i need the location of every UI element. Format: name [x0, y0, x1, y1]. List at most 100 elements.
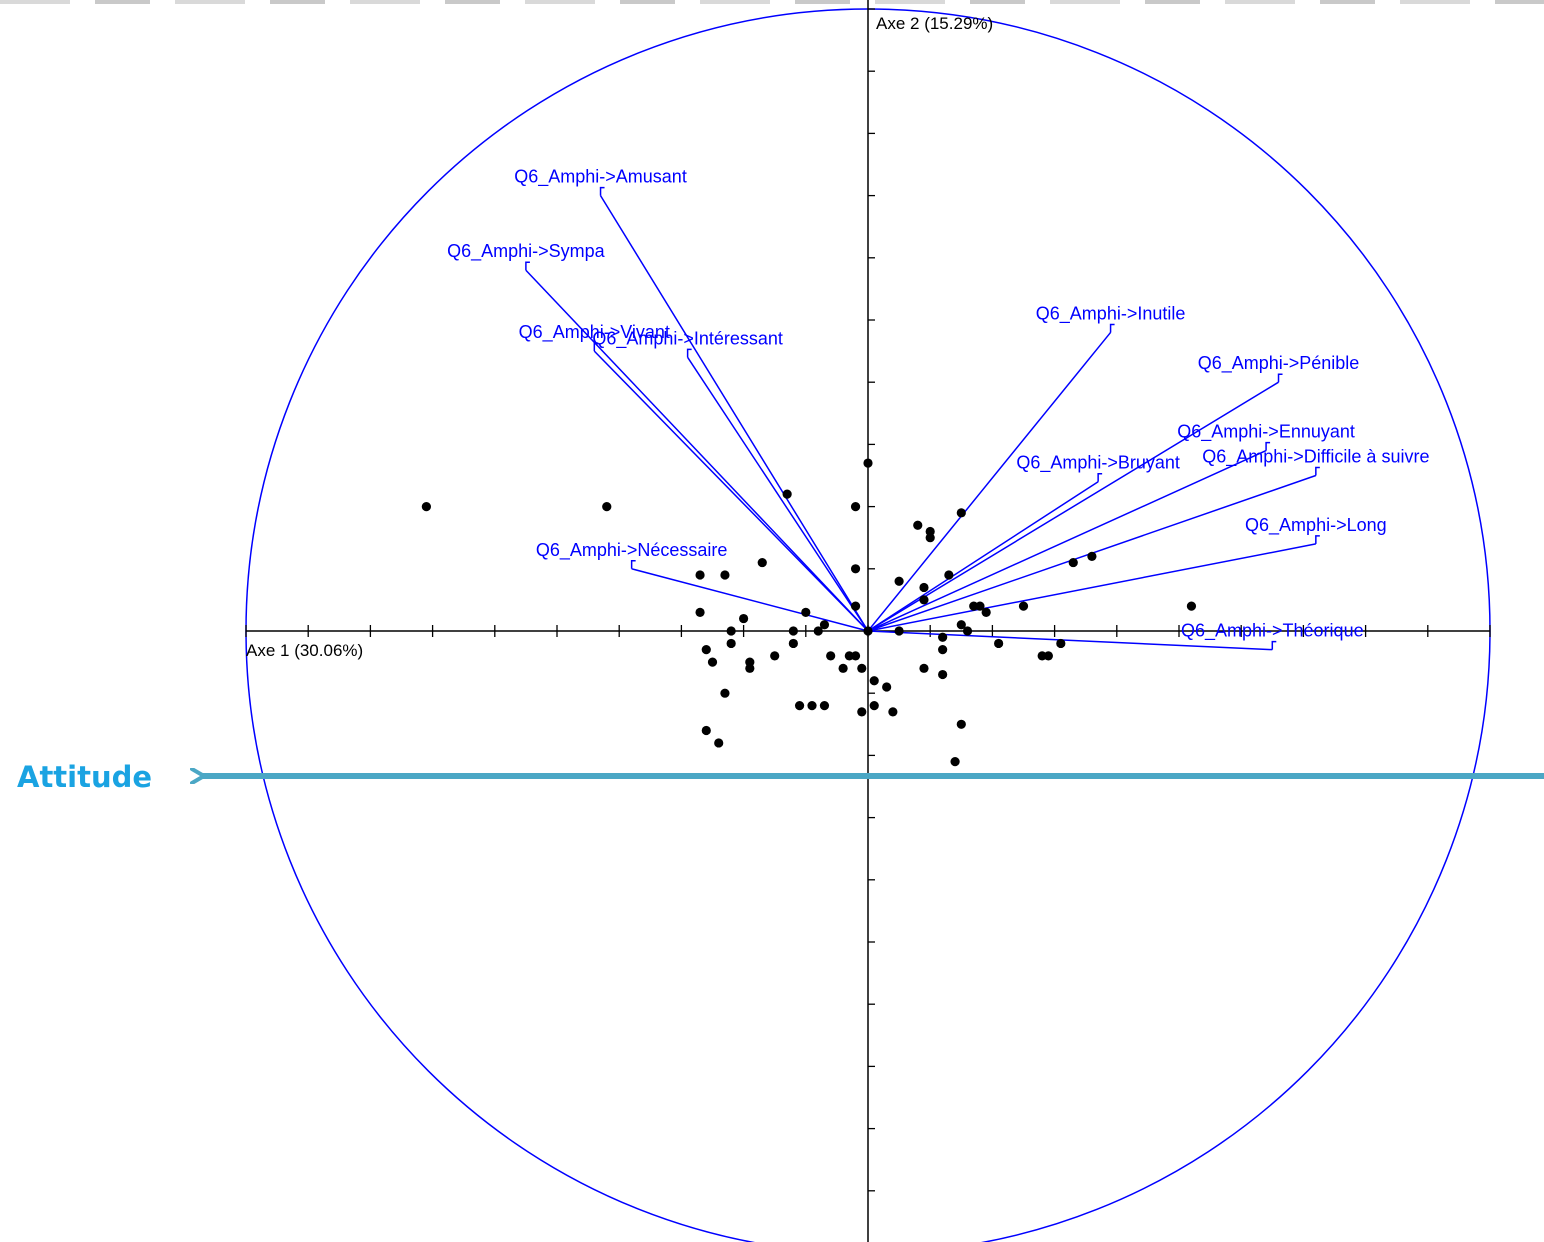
- variable-label-leader: [1109, 323, 1115, 333]
- data-point: [975, 601, 985, 611]
- data-point: [720, 688, 730, 698]
- data-point: [850, 601, 861, 611]
- variable-label-leader: [1315, 535, 1320, 544]
- data-point: [695, 570, 705, 580]
- data-point: [882, 682, 892, 692]
- variable-label-leader: [599, 186, 605, 196]
- variable-label: Q6_Amphi->Amusant: [514, 167, 687, 188]
- data-point: [925, 533, 935, 543]
- individual-points: [421, 458, 1197, 767]
- variable-label: Q6_Amphi->Long: [1245, 515, 1387, 536]
- variable-label: Q6_Amphi->Théorique: [1181, 621, 1364, 642]
- data-point: [888, 707, 898, 717]
- data-point: [701, 725, 711, 736]
- top-decoration-strip: [0, 0, 1544, 4]
- data-point: [863, 626, 873, 636]
- data-point: [938, 645, 948, 655]
- data-point: [857, 707, 867, 717]
- variable-label-leader: [686, 348, 692, 358]
- data-point: [956, 719, 966, 729]
- data-point: [950, 757, 960, 767]
- variable-label: Q6_Amphi->Inutile: [1036, 303, 1186, 324]
- data-point: [919, 595, 929, 605]
- data-point: [819, 701, 830, 711]
- variable-vector: [867, 630, 1273, 651]
- variable-label: Q6_Amphi->Difficile à suivre: [1202, 447, 1429, 468]
- variable-label: Q6_Amphi->Pénible: [1198, 353, 1360, 374]
- variable-labels: Q6_Amphi->Amusant Q6_Amphi->Sympa Q6_Amphi…: [447, 167, 1429, 642]
- data-point: [850, 651, 861, 661]
- variable-label-leader: [1271, 640, 1277, 650]
- variable-vector: [686, 356, 869, 632]
- data-point: [807, 701, 817, 711]
- data-point: [956, 620, 966, 630]
- data-point: [726, 638, 736, 649]
- data-point: [1068, 557, 1078, 568]
- data-point: [788, 626, 798, 636]
- variable-label-leader: [1277, 373, 1283, 383]
- variable-vector: [599, 195, 869, 632]
- data-point: [421, 502, 431, 512]
- variable-label-leader: [593, 342, 599, 352]
- variable-vector: [593, 350, 869, 632]
- data-point: [1018, 601, 1029, 611]
- variable-vector: [867, 381, 1279, 632]
- data-point: [850, 564, 861, 574]
- data-point: [707, 657, 718, 667]
- data-point: [919, 582, 929, 593]
- data-point: [720, 570, 730, 580]
- data-point: [913, 520, 923, 530]
- variable-vector: [525, 269, 869, 632]
- data-point: [894, 576, 904, 586]
- data-point: [745, 663, 755, 673]
- data-point: [813, 626, 823, 636]
- data-point: [739, 613, 749, 624]
- data-point: [894, 626, 904, 636]
- variable-label: Q6_Amphi->Vivant: [519, 322, 670, 343]
- data-point: [770, 651, 780, 661]
- attitude-label: Attitude: [17, 760, 152, 794]
- data-point: [757, 557, 767, 568]
- variable-vector: [631, 568, 869, 632]
- data-point: [944, 570, 954, 580]
- data-point: [701, 645, 711, 655]
- data-point: [801, 607, 811, 617]
- variable-vector: [867, 543, 1316, 632]
- data-point: [838, 663, 848, 673]
- variable-label: Q6_Amphi->Sympa: [447, 241, 606, 262]
- variable-label-leader: [1315, 466, 1320, 476]
- data-point: [857, 663, 867, 673]
- data-point: [962, 626, 973, 636]
- variable-label: Q6_Amphi->Intéressant: [592, 328, 783, 349]
- data-point: [869, 676, 879, 686]
- data-point: [1087, 551, 1097, 561]
- variable-label-leader: [1265, 441, 1271, 451]
- variable-vector: [867, 449, 1267, 632]
- variable-vector: [867, 331, 1112, 632]
- data-point: [1043, 651, 1053, 661]
- data-point: [869, 701, 879, 711]
- y-axis-label: Axe 2 (15.29%): [876, 14, 993, 33]
- data-point: [726, 626, 736, 636]
- data-point: [956, 508, 966, 518]
- data-point: [794, 701, 805, 711]
- variable-label-leader: [630, 560, 636, 569]
- variable-label: Q6_Amphi->Nécessaire: [536, 540, 728, 561]
- data-point: [826, 651, 836, 661]
- x-axis-label: Axe 1 (30.06%): [246, 641, 363, 660]
- data-point: [863, 458, 873, 468]
- variable-vectors: [525, 186, 1320, 651]
- data-point: [994, 638, 1004, 649]
- data-point: [938, 669, 948, 680]
- data-point: [919, 663, 929, 673]
- y-axis-ticks: [868, 8, 875, 1192]
- variable-label: Q6_Amphi->Ennuyant: [1177, 422, 1355, 443]
- data-point: [850, 502, 861, 512]
- data-point: [981, 607, 991, 617]
- data-point: [695, 607, 705, 617]
- data-point: [602, 502, 612, 512]
- variable-label-leader: [525, 261, 530, 271]
- variable-label-leader: [1097, 472, 1103, 482]
- data-point: [714, 738, 724, 748]
